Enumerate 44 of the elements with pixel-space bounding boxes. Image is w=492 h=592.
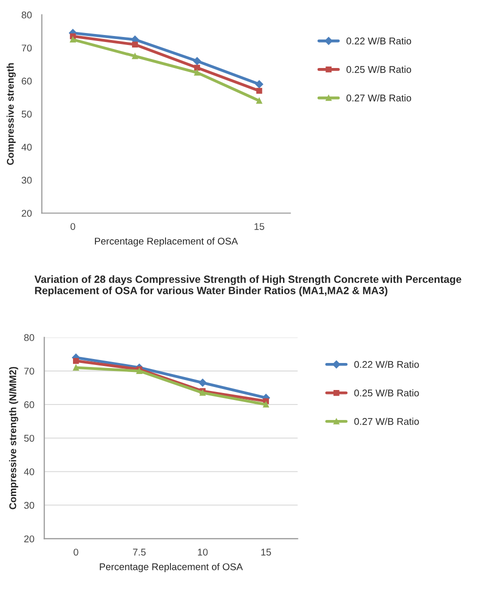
y-tick-label: 60 xyxy=(22,78,32,85)
y-tick-label: 40 xyxy=(24,468,34,476)
point xyxy=(255,80,264,88)
point xyxy=(194,70,200,76)
legend-label: 0.25 W/B Ratio xyxy=(354,389,419,396)
point xyxy=(73,358,79,364)
y-tick-label: 30 xyxy=(24,502,34,509)
x-axis-title: Percentage Replacement of OSA xyxy=(100,563,243,572)
point xyxy=(132,53,138,60)
y-tick-label: 30 xyxy=(22,176,32,184)
point xyxy=(132,42,138,48)
legend-label: 0.27 W/B Ratio xyxy=(354,418,419,425)
legend-label: 0.22 W/B Ratio xyxy=(354,360,419,368)
y-tick-label: 80 xyxy=(22,12,32,18)
y-axis-title: Compressive strength xyxy=(6,63,16,165)
point xyxy=(256,98,262,104)
y-axis-title: Compressive strength (N/MM2) xyxy=(9,366,18,510)
y-tick-label: 60 xyxy=(24,401,34,408)
x-tick-label: 10 xyxy=(198,548,208,556)
y-tick-label: 80 xyxy=(24,334,34,342)
point xyxy=(70,36,76,43)
y-tick-label: 70 xyxy=(24,368,34,375)
y-tick-label: 40 xyxy=(22,144,32,151)
legend-label: 0.22 W/B Ratio xyxy=(346,37,412,44)
y-tick-label: 70 xyxy=(22,44,32,52)
x-tick-label: 7.5 xyxy=(133,548,146,556)
point xyxy=(194,64,200,71)
point xyxy=(263,402,269,408)
x-tick-label: 15 xyxy=(254,223,264,230)
x-tick-label: 0 xyxy=(74,548,78,556)
legend-label: 0.25 W/B Ratio xyxy=(346,66,412,73)
legend-label: 0.27 W/B Ratio xyxy=(346,94,412,102)
point xyxy=(73,364,79,371)
point xyxy=(256,88,262,94)
y-tick-label: 20 xyxy=(24,535,34,542)
chart-title: Variation of 28 days Compressive Strength of High Strength Concrete with Percentage Replacement of OSA for various Water Binder Ratios (MA1,MA2 & MA3) xyxy=(34,275,462,296)
x-tick-label: 0 xyxy=(70,223,76,230)
point xyxy=(198,378,207,387)
x-axis-title: Percentage Replacement of OSA xyxy=(94,237,238,247)
y-tick-label: 50 xyxy=(24,434,34,442)
y-tick-label: 20 xyxy=(22,210,32,217)
point xyxy=(193,57,202,66)
x-tick-label: 15 xyxy=(261,548,271,556)
y-tick-label: 50 xyxy=(22,110,32,118)
